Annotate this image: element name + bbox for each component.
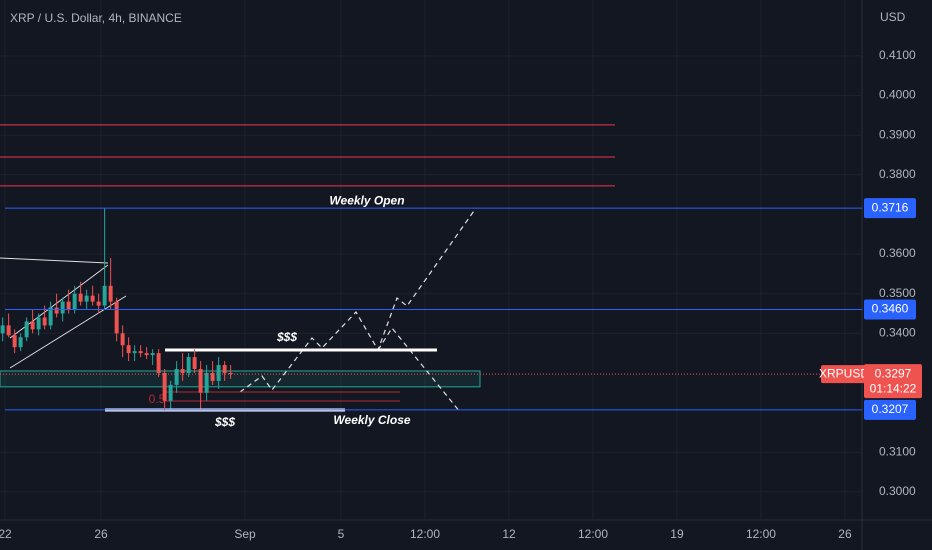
candle-body [144, 353, 149, 356]
y-tick-label: 0.3600 [879, 246, 916, 260]
x-tick-label: 26 [94, 527, 108, 541]
candle-body [18, 337, 23, 348]
candle-body [210, 372, 215, 381]
level-annotation: Weekly Open [329, 193, 404, 207]
y-tick-label: 0.4100 [879, 48, 916, 62]
candle-body [168, 384, 173, 401]
candle-body [66, 301, 71, 310]
symbol-tag [821, 365, 867, 384]
y-tick-label: 0.3400 [879, 325, 916, 339]
price-tag [864, 364, 922, 399]
level-tag [864, 399, 916, 420]
y-tick-label: 0.3500 [879, 286, 916, 300]
currency-label: USD [880, 10, 906, 24]
annotation: $$$ [276, 330, 297, 344]
annotation: $$$ [214, 415, 235, 429]
candle-body [204, 372, 209, 393]
level-label: 0.3460 [872, 302, 909, 316]
x-tick-label: 12:00 [410, 527, 440, 541]
x-tick-label: 5 [338, 527, 345, 541]
candle-body [48, 307, 53, 326]
candle-body [138, 351, 143, 354]
candle-body [150, 353, 155, 356]
channel-line [0, 257, 109, 264]
candle-body [12, 335, 17, 348]
projection-path [239, 207, 477, 413]
level-annotation: Weekly Close [333, 413, 410, 427]
candle-body [120, 333, 125, 346]
zone [0, 370, 481, 388]
candle-body [54, 307, 59, 314]
candle-body [222, 365, 227, 373]
level-tag [864, 299, 916, 320]
y-tick-label: 0.3800 [879, 167, 916, 181]
candle-body [216, 365, 221, 381]
candle-body [126, 345, 131, 354]
candle-body [72, 293, 77, 310]
candle-body [84, 295, 89, 302]
countdown-label: 01:14:22 [870, 381, 917, 395]
x-tick-label: 12:00 [578, 527, 608, 541]
candle-body [132, 351, 137, 354]
candle-body [24, 321, 29, 338]
candle-body [198, 368, 203, 393]
candle-body [60, 301, 65, 314]
candle-body [186, 357, 191, 373]
candle-body [108, 285, 113, 302]
x-tick-label: 12 [502, 527, 516, 541]
candle-body [90, 295, 95, 302]
y-tick-label: 0.3900 [879, 127, 916, 141]
candle-body [0, 325, 5, 334]
level-label: 0.3207 [872, 402, 909, 416]
chart-title: XRP / U.S. Dollar, 4h, BINANCE [10, 11, 182, 25]
candle-body [36, 317, 41, 330]
plot [0, 0, 862, 520]
candle-body [114, 301, 119, 334]
x-tick-label: Sep [234, 527, 256, 541]
candle-body [30, 321, 35, 330]
x-tick-label: 26 [838, 527, 852, 541]
y-tick-label: 0.4000 [879, 88, 916, 102]
candle-body [42, 317, 47, 326]
level-tag [864, 198, 916, 219]
candle-body [180, 368, 185, 373]
candle-body [192, 357, 197, 369]
annotation: 0.5 [149, 392, 166, 406]
x-tick-label: 19 [670, 527, 684, 541]
candle-body [156, 353, 161, 373]
x-tick-label: 12:00 [746, 527, 776, 541]
last-price-label: 0.3297 [875, 366, 912, 380]
candle-body [102, 285, 107, 306]
candle-body [96, 301, 101, 306]
y-tick-label: 0.3000 [879, 484, 916, 498]
candle-body [6, 325, 11, 336]
y-tick-label: 0.3100 [879, 444, 916, 458]
candle-body [78, 293, 83, 302]
channel-line [9, 295, 127, 369]
level-label: 0.3716 [872, 200, 909, 214]
symbol-label: XRPUSD [819, 366, 869, 380]
candle-body [174, 368, 179, 385]
candle-body [162, 372, 167, 401]
candle-body [228, 372, 233, 375]
x-tick-label: 22 [0, 527, 12, 541]
